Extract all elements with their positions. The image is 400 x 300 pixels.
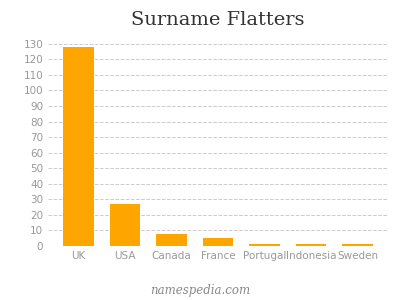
- Bar: [110, 204, 140, 246]
- Bar: [249, 244, 280, 246]
- Title: Surname Flatters: Surname Flatters: [131, 11, 305, 29]
- Bar: [156, 234, 187, 246]
- Bar: [296, 244, 326, 246]
- Text: namespedia.com: namespedia.com: [150, 284, 250, 297]
- Bar: [64, 47, 94, 246]
- Bar: [342, 244, 372, 246]
- Bar: [203, 238, 233, 246]
